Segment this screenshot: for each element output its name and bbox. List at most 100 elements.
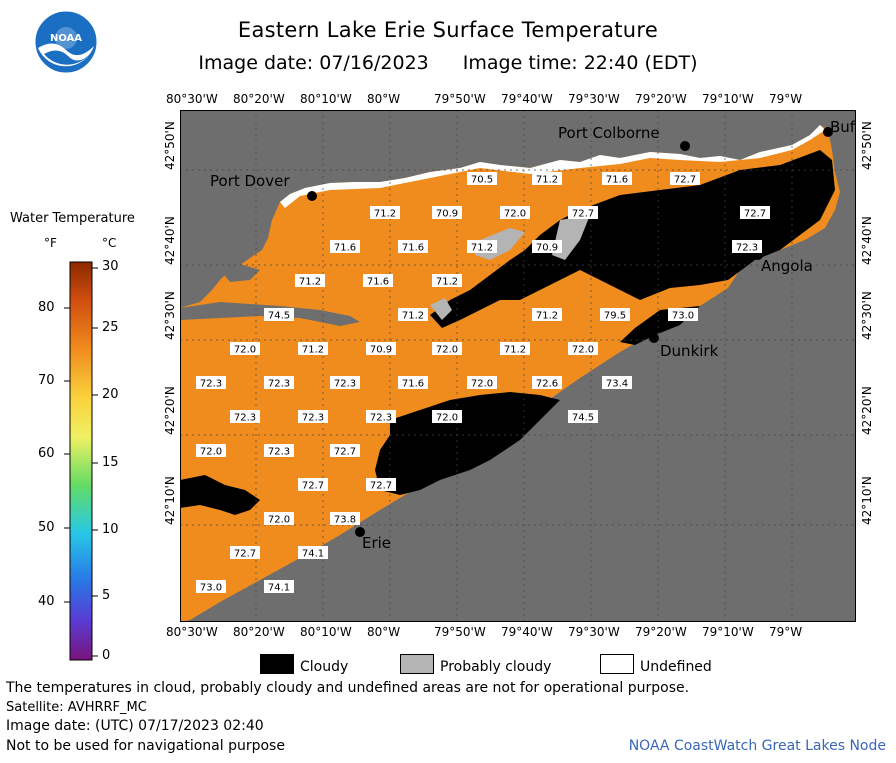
- temperature-value: 71.2: [370, 206, 400, 220]
- longitude-label: 80°20'W: [233, 92, 285, 106]
- temperature-label: 74.5: [572, 413, 594, 424]
- temperature-value: 72.3: [732, 240, 762, 254]
- temperature-value: 71.6: [398, 240, 428, 254]
- temperature-value: 72.3: [230, 410, 260, 424]
- temperature-value: 72.0: [568, 342, 598, 356]
- temperature-label: 72.0: [200, 447, 222, 458]
- f-tick: 40: [38, 594, 55, 609]
- temperature-label: 71.2: [374, 209, 396, 220]
- temperature-value: 73.0: [196, 580, 226, 594]
- longitude-label: 79°W: [769, 92, 803, 106]
- latitude-label: 42°10'N: [860, 476, 874, 525]
- latitude-label: 42°20'N: [163, 386, 177, 435]
- temperature-value: 71.6: [363, 274, 393, 288]
- temperature-value: 71.2: [500, 342, 530, 356]
- latitude-label: 42°50'N: [163, 121, 177, 170]
- longitude-label: 79°20'W: [635, 625, 687, 639]
- temperature-label: 72.3: [302, 413, 324, 424]
- longitude-label: 79°50'W: [434, 625, 486, 639]
- temperature-value: 72.0: [467, 376, 497, 390]
- temperature-value: 72.0: [230, 342, 260, 356]
- temperature-label: 72.3: [334, 379, 356, 390]
- temperature-label: 71.2: [536, 311, 558, 322]
- buffalo-marker: [823, 127, 833, 137]
- temperature-label: 73.8: [334, 515, 356, 526]
- temperature-label: 72.3: [200, 379, 222, 390]
- temperature-value: 73.8: [330, 512, 360, 526]
- temperature-colorbar: [64, 261, 98, 661]
- temperature-value: 72.0: [432, 410, 462, 424]
- temperature-label: 72.7: [674, 175, 696, 186]
- image-date: Image date: 07/16/2023: [198, 52, 429, 74]
- temperature-label: 74.1: [302, 549, 324, 560]
- temperature-value: 72.3: [264, 376, 294, 390]
- temperature-label: 72.7: [302, 481, 324, 492]
- temperature-label: 73.4: [606, 379, 628, 390]
- temperature-label: 72.7: [572, 209, 594, 220]
- temperature-label: 70.5: [471, 175, 493, 186]
- temperature-label: 72.0: [504, 209, 526, 220]
- longitude-label: 79°40'W: [501, 92, 553, 106]
- temperature-value: 72.7: [670, 172, 700, 186]
- temperature-value: 72.3: [298, 410, 328, 424]
- temperature-label: 71.2: [402, 311, 424, 322]
- c-tick: 25: [102, 320, 119, 335]
- temperature-label: 71.2: [436, 277, 458, 288]
- footer-utc-date: Image date: (UTC) 07/17/2023 02:40: [6, 718, 264, 734]
- temperature-label: 72.7: [744, 209, 766, 220]
- longitude-label: 80°W: [367, 92, 401, 106]
- temperature-label: 72.3: [736, 243, 758, 254]
- footer-nav-warning: Not to be used for navigational purpose: [6, 738, 285, 754]
- port-dover-marker: [307, 191, 317, 201]
- probably-cloudy-swatch: [400, 654, 434, 674]
- longitude-label: 79°30'W: [568, 625, 620, 639]
- temperature-label: 72.0: [436, 413, 458, 424]
- longitude-label: 79°10'W: [702, 625, 754, 639]
- temperature-label: 71.2: [536, 175, 558, 186]
- latitude-label: 42°30'N: [163, 291, 177, 340]
- temperature-value: 74.5: [264, 308, 294, 322]
- undefined-label: Undefined: [640, 659, 712, 675]
- city-label-port-dover: Port Dover: [210, 172, 290, 190]
- temperature-label: 71.6: [606, 175, 628, 186]
- temperature-value: 71.6: [330, 240, 360, 254]
- page-title: Eastern Lake Erie Surface Temperature: [237, 18, 659, 42]
- footer-note: The temperatures in cloud, probably clou…: [6, 680, 690, 696]
- longitude-label: 79°50'W: [434, 92, 486, 106]
- temperature-value: 72.3: [366, 410, 396, 424]
- temperature-label: 79.5: [604, 311, 626, 322]
- f-tick: 80: [38, 300, 55, 315]
- f-tick: 60: [38, 446, 55, 461]
- temperature-label: 71.2: [299, 277, 321, 288]
- temperature-value: 72.7: [740, 206, 770, 220]
- temperature-label: 71.2: [471, 243, 493, 254]
- temperature-label: 70.9: [436, 209, 458, 220]
- longitude-label: 79°W: [769, 625, 803, 639]
- temperature-value: 72.0: [196, 444, 226, 458]
- temperature-value: 71.2: [298, 342, 328, 356]
- temperature-value: 71.6: [398, 376, 428, 390]
- temperature-label: 72.7: [370, 481, 392, 492]
- temperature-label: 73.0: [672, 311, 694, 322]
- temperature-label: 72.0: [436, 345, 458, 356]
- c-tick: 10: [102, 522, 119, 537]
- longitude-label: 80°30'W: [166, 625, 218, 639]
- temperature-value: 72.3: [264, 444, 294, 458]
- lake-erie-map: 70.5 71.2 71.6 72.7 71.2 70.9 72.0 72.7 72.7 71.6…: [180, 110, 856, 622]
- logo-text: NOAA: [50, 33, 82, 44]
- temperature-value: 72.6: [532, 376, 562, 390]
- temperature-value: 71.2: [532, 172, 562, 186]
- erie-marker: [355, 527, 365, 537]
- temperature-label: 72.6: [536, 379, 558, 390]
- latitude-label: 42°40'N: [860, 216, 874, 265]
- latitude-label: 42°30'N: [860, 291, 874, 340]
- latitude-label: 42°50'N: [860, 121, 874, 170]
- temperature-label: 72.0: [572, 345, 594, 356]
- city-label-buffalo: Buf: [830, 118, 856, 136]
- temperature-label: 72.7: [334, 447, 356, 458]
- image-datetime: Image date: 07/16/2023 Image time: 22:40…: [0, 52, 896, 74]
- city-label-port-colborne: Port Colborne: [558, 124, 660, 142]
- temperature-value: 71.6: [602, 172, 632, 186]
- city-label-erie: Erie: [362, 534, 391, 552]
- temperature-value: 74.1: [298, 546, 328, 560]
